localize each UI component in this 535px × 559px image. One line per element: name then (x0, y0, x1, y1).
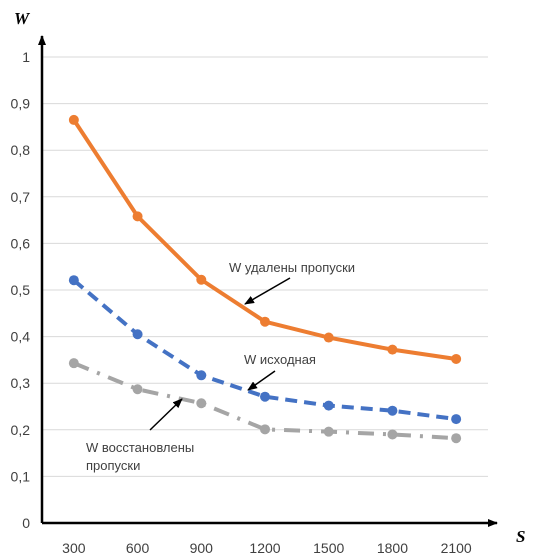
axes: 0 0,1 0,2 0,3 0,4 0,5 0,6 0,7 0,8 0,9 1 300 600 900 12… (11, 9, 526, 556)
annotation-arrow (149, 398, 183, 431)
annotation-line: пропуски (86, 458, 140, 473)
x-tick-label: 600 (126, 540, 150, 556)
annotation-line: W восстановлены (86, 440, 194, 455)
y-tick-label: 0,2 (11, 422, 31, 438)
data-point-2 (68, 358, 79, 369)
x-axis-title: S (516, 527, 525, 546)
y-tick-label: 0,5 (11, 282, 31, 298)
data-point-1 (196, 370, 207, 381)
y-tick-label: 0 (22, 515, 30, 531)
data-point-2 (323, 426, 334, 437)
data-point-2 (132, 384, 143, 395)
data-point-2 (196, 398, 207, 409)
data-point-0 (196, 274, 207, 285)
series-group (68, 114, 462, 444)
annotation-arrow (244, 277, 291, 305)
y-tick-label: 0,7 (11, 189, 31, 205)
data-point-0 (451, 353, 462, 364)
gridlines (42, 56, 488, 477)
x-tick-label: 1500 (313, 540, 344, 556)
annotation-label: W исходная (244, 352, 316, 367)
data-point-1 (132, 329, 143, 340)
x-tick-label: 900 (190, 540, 214, 556)
y-tick-label: 1 (22, 49, 30, 65)
y-tick-label: 0,1 (11, 468, 31, 484)
data-point-1 (68, 275, 79, 286)
data-point-2 (451, 433, 462, 444)
y-tick-label: 0,4 (11, 329, 31, 345)
x-tick-label: 2100 (441, 540, 472, 556)
data-point-0 (387, 344, 398, 355)
data-point-1 (323, 400, 334, 411)
data-point-0 (68, 114, 79, 125)
y-tick-label: 0,8 (11, 142, 31, 158)
annotation-line: W исходная (244, 352, 316, 367)
annotation-label: W удалены пропуски (229, 260, 355, 275)
data-point-0 (323, 332, 334, 343)
data-point-1 (260, 391, 270, 402)
annotation-line: W удалены пропуски (229, 260, 355, 275)
data-point-0 (260, 316, 270, 327)
y-tick-label: 0,9 (11, 96, 31, 112)
annotation-arrow (247, 370, 276, 391)
annotations: W удалены пропуски W исходная W восстановл… (86, 260, 355, 473)
data-point-2 (260, 424, 270, 435)
data-point-0 (132, 211, 143, 222)
x-tick-label: 300 (62, 540, 86, 556)
y-tick-label: 0,3 (11, 375, 31, 391)
x-tick-label: 1800 (377, 540, 408, 556)
y-axis-title: W (14, 9, 31, 28)
annotation-label: W восстановлены пропуски (86, 440, 194, 473)
data-point-1 (451, 414, 462, 425)
data-point-2 (387, 429, 398, 440)
data-point-1 (387, 405, 398, 416)
x-tick-label: 1200 (249, 540, 280, 556)
y-tick-label: 0,6 (11, 235, 31, 251)
